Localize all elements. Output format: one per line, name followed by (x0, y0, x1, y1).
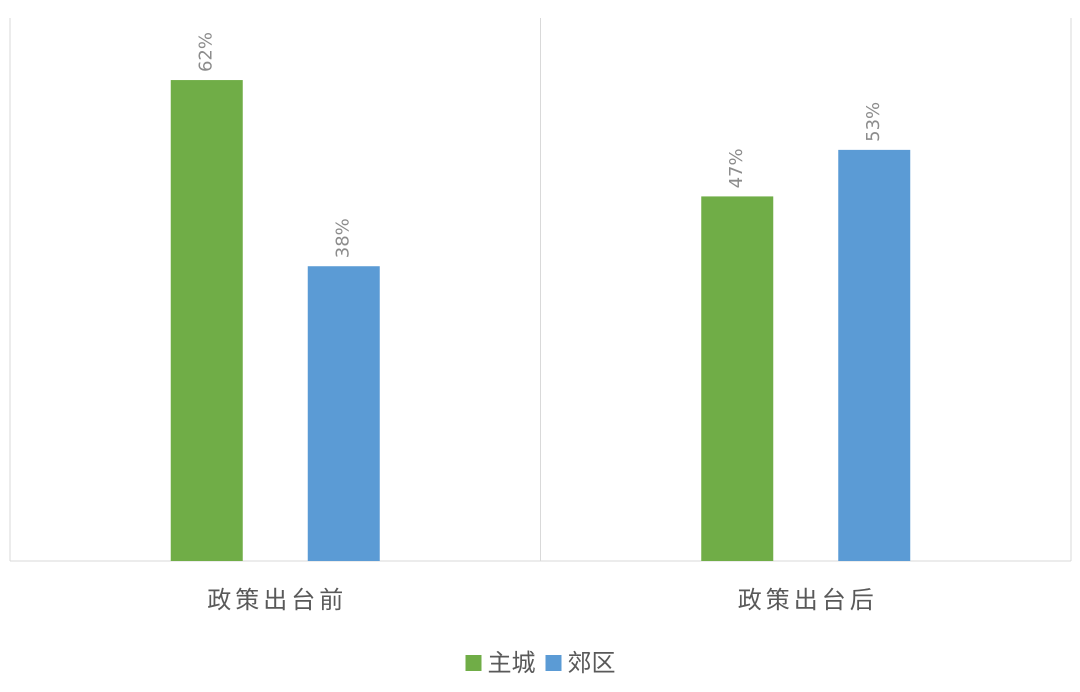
bar (307, 266, 380, 561)
bar (838, 149, 911, 561)
data-label: 53% (863, 102, 884, 142)
x-tick-label: 政策出台后 (738, 586, 878, 614)
data-label: 62% (196, 32, 217, 72)
legend-swatch (545, 655, 562, 671)
legend-swatch (465, 655, 482, 671)
data-label: 38% (333, 218, 354, 258)
x-tick-label: 政策出台前 (207, 586, 347, 614)
bar (701, 196, 774, 561)
legend-label: 主城 (488, 649, 536, 677)
bar (170, 80, 243, 562)
legend-label: 郊区 (568, 649, 616, 677)
legend: 主城 郊区 (465, 649, 616, 677)
data-label: 47% (726, 148, 747, 188)
